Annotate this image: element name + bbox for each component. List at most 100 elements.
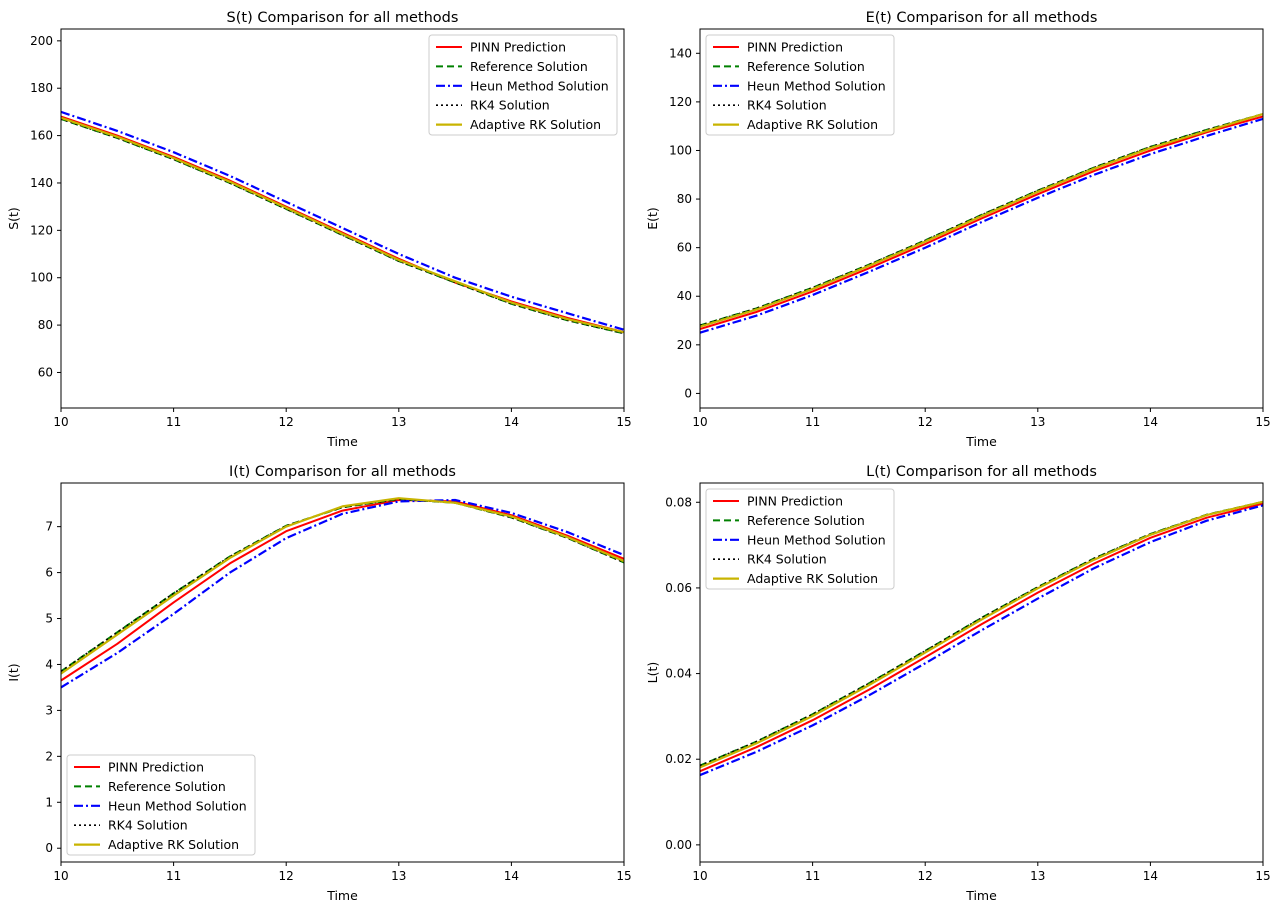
y-tick-label: 0.06 — [665, 581, 692, 595]
legend-label: PINN Prediction — [108, 760, 204, 775]
y-tick-label: 160 — [30, 129, 53, 143]
legend-label: Heun Method Solution — [747, 532, 886, 547]
y-axis-label: E(t) — [645, 207, 660, 230]
x-tick-label: 13 — [1030, 869, 1045, 883]
y-tick-label: 0.00 — [665, 838, 692, 852]
y-tick-label: 2 — [45, 749, 53, 763]
legend-label: Heun Method Solution — [470, 78, 609, 93]
legend-box — [428, 34, 618, 136]
axes-frame — [60, 482, 625, 863]
y-tick-label: 0 — [45, 841, 53, 855]
x-tick-label: 15 — [616, 869, 631, 883]
x-tick-label: 14 — [1143, 869, 1158, 883]
x-tick-label: 11 — [166, 869, 181, 883]
y-tick-label: 100 — [669, 143, 692, 157]
y-tick-label: 80 — [677, 192, 692, 206]
legend-label: Reference Solution — [108, 779, 226, 794]
legend-box — [705, 488, 895, 590]
axes-frame — [699, 28, 1264, 409]
x-tick-label: 10 — [692, 415, 707, 429]
y-axis-label: I(t) — [6, 663, 21, 681]
x-tick-label: 12 — [918, 415, 933, 429]
y-tick-label: 100 — [30, 271, 53, 285]
y-tick-label: 80 — [38, 318, 53, 332]
legend-label: Adaptive RK Solution — [747, 117, 878, 132]
legend: PINN Prediction Reference Solution Heun Me… — [705, 34, 895, 136]
x-tick-label: 13 — [391, 415, 406, 429]
x-tick-label: 14 — [1143, 415, 1158, 429]
x-tick-label: 10 — [53, 869, 68, 883]
legend-label: PINN Prediction — [470, 40, 566, 55]
x-tick-label: 12 — [279, 869, 294, 883]
legend-box — [705, 34, 895, 136]
legend-label: Adaptive RK Solution — [108, 837, 239, 852]
y-tick-label: 5 — [45, 612, 53, 626]
legend-label: PINN Prediction — [747, 40, 843, 55]
y-tick-label: 0 — [684, 386, 692, 400]
x-tick-label: 12 — [279, 415, 294, 429]
series-line-adaptive-rk-solution — [61, 116, 624, 334]
x-axis-label: Time — [965, 434, 997, 449]
series-line-heun-method-solution — [700, 504, 1263, 777]
series-group — [61, 497, 624, 689]
legend-label: RK4 Solution — [747, 98, 827, 113]
x-tick-label: 13 — [1030, 415, 1045, 429]
legend-label: Reference Solution — [747, 59, 865, 74]
series-line-reference-solution — [700, 113, 1263, 327]
y-tick-label: 140 — [30, 176, 53, 190]
chart-title: I(t) Comparison for all methods — [229, 464, 456, 480]
x-tick-label: 15 — [1255, 869, 1270, 883]
x-tick-label: 14 — [504, 869, 519, 883]
series-line-pinn-prediction — [700, 115, 1263, 330]
legend-label: RK4 Solution — [470, 98, 550, 113]
series-line-adaptive-rk-solution — [700, 500, 1263, 769]
y-tick-label: 0.04 — [665, 667, 692, 681]
chart-title: L(t) Comparison for all methods — [866, 464, 1097, 480]
series-line-adaptive-rk-solution — [700, 112, 1263, 328]
legend-label: Adaptive RK Solution — [470, 117, 601, 132]
x-axis-label: Time — [326, 888, 358, 903]
y-tick-label: 60 — [677, 241, 692, 255]
legend: PINN Prediction Reference Solution Heun Me… — [428, 34, 618, 136]
x-tick-label: 10 — [53, 415, 68, 429]
y-tick-label: 20 — [677, 338, 692, 352]
legend-label: RK4 Solution — [747, 552, 827, 567]
legend-label: Heun Method Solution — [747, 78, 886, 93]
x-tick-label: 15 — [616, 415, 631, 429]
x-tick-label: 11 — [805, 415, 820, 429]
series-line-heun-method-solution — [61, 110, 624, 331]
y-tick-label: 200 — [30, 34, 53, 48]
series-line-pinn-prediction — [61, 499, 624, 682]
y-tick-label: 40 — [677, 289, 692, 303]
y-tick-label: 120 — [669, 95, 692, 109]
series-group — [700, 112, 1263, 334]
chart-panel-2: 10 11 12 13 14 15 0 20 40 60 80 100 120 140 E(t) Compa… — [645, 10, 1271, 449]
series-line-adaptive-rk-solution — [61, 497, 624, 675]
y-tick-label: 3 — [45, 703, 53, 717]
y-tick-label: 6 — [45, 566, 53, 580]
x-axis-label: Time — [965, 888, 997, 903]
y-tick-label: 7 — [45, 520, 53, 534]
y-axis-label: L(t) — [645, 662, 660, 684]
series-group — [61, 110, 624, 335]
series-line-rk4-solution — [61, 118, 624, 335]
x-tick-label: 14 — [504, 415, 519, 429]
legend-box — [66, 754, 256, 856]
y-tick-label: 140 — [669, 46, 692, 60]
x-axis-label: Time — [326, 434, 358, 449]
y-tick-label: 120 — [30, 223, 53, 237]
y-tick-label: 0.08 — [665, 495, 692, 509]
chart-panel-1: 10 11 12 13 14 15 60 80 100 120 140 160 180 200 S(t) C… — [6, 10, 632, 449]
series-group — [700, 500, 1263, 777]
x-tick-label: 15 — [1255, 415, 1270, 429]
legend-label: Heun Method Solution — [108, 798, 247, 813]
y-tick-label: 60 — [38, 365, 53, 379]
x-tick-label: 12 — [918, 869, 933, 883]
series-line-heun-method-solution — [700, 117, 1263, 334]
legend-label: Adaptive RK Solution — [747, 571, 878, 586]
legend-label: RK4 Solution — [108, 818, 188, 833]
x-tick-label: 11 — [166, 415, 181, 429]
legend-label: Reference Solution — [747, 513, 865, 528]
